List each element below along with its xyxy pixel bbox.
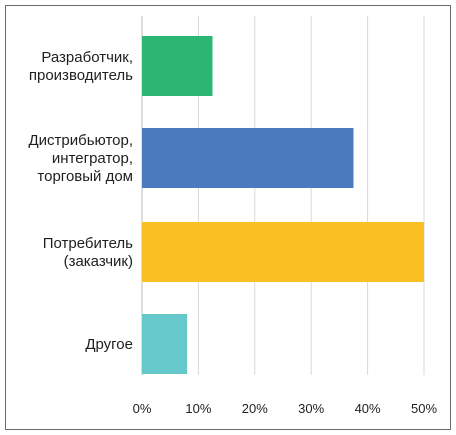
category-label-line: производитель [29, 67, 133, 84]
category-label-line: (заказчик) [64, 253, 133, 270]
category-label-line: Другое [85, 336, 133, 353]
x-tick-label: 40% [355, 401, 381, 416]
category-label-line: Разработчик, [41, 49, 133, 66]
category-label: Разработчик, производитель [29, 49, 133, 84]
bar [142, 36, 213, 96]
x-tick-label: 30% [298, 401, 324, 416]
category-label: Потребитель (заказчик) [43, 235, 133, 270]
x-tick-label: 20% [242, 401, 268, 416]
category-label: Другое [85, 336, 133, 353]
x-tick-label: 10% [185, 401, 211, 416]
category-label: Дистрибьютор, интегратор, торговый дом [28, 132, 133, 185]
bar [142, 222, 424, 282]
category-label-line: Дистрибьютор, [28, 132, 133, 149]
chart-frame [5, 5, 451, 430]
x-tick-label: 50% [411, 401, 437, 416]
category-label-line: Потребитель [43, 235, 133, 252]
bar [142, 128, 354, 188]
bar [142, 314, 188, 374]
category-label-line: торговый дом [37, 168, 133, 185]
x-tick-label: 0% [133, 401, 152, 416]
category-label-line: интегратор, [52, 150, 133, 167]
